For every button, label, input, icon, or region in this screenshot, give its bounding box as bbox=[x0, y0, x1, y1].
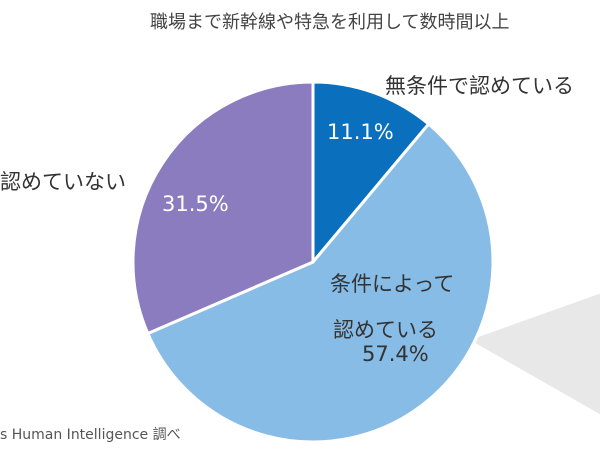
slice-label-not-allowed: 認めていない bbox=[0, 170, 126, 194]
chart-title: 職場まで新幹線や特急を利用して数時間以上 bbox=[150, 12, 510, 33]
slice-value-unconditional: 11.1% bbox=[327, 120, 394, 144]
source-note: s Human Intelligence 調べ bbox=[0, 427, 181, 443]
slice-value-conditional: 57.4% bbox=[362, 342, 429, 366]
slice-value-not-allowed: 31.5% bbox=[162, 192, 229, 216]
callout-pointer bbox=[470, 293, 600, 415]
slice-label-conditional-line2: 認めている bbox=[333, 318, 438, 342]
slice-label-conditional-line1: 条件によって bbox=[330, 272, 455, 296]
slice-not-allowed bbox=[131, 80, 315, 336]
slice-unconditional bbox=[311, 80, 431, 267]
slice-conditional bbox=[145, 121, 495, 444]
slice-label-unconditional: 無条件で認めている bbox=[385, 74, 574, 98]
